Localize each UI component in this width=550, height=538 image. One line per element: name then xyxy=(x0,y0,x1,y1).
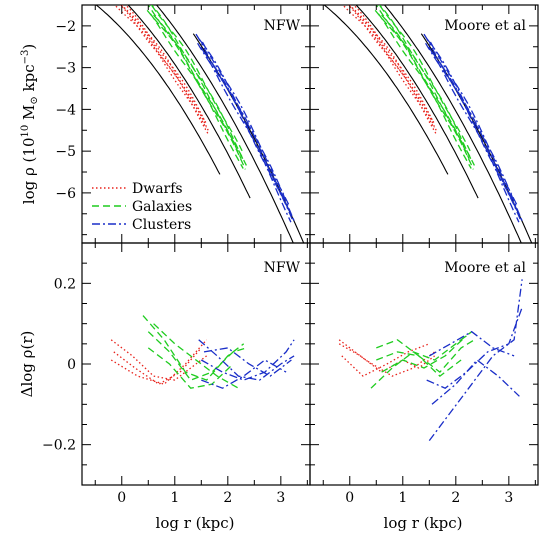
residual-line-clusters xyxy=(428,330,515,357)
profile-line-galaxies xyxy=(153,14,242,160)
profile-line-clusters xyxy=(197,42,294,222)
legend-label-dwarfs: Dwarfs xyxy=(132,181,183,197)
residual-line-galaxies xyxy=(147,347,234,389)
residual-line-galaxies xyxy=(376,339,462,377)
profile-line-clusters xyxy=(431,51,518,211)
profile-line-clusters xyxy=(200,46,292,223)
x-tick-label: 0 xyxy=(345,490,354,506)
y-tick-label: −4 xyxy=(55,102,76,118)
residual-line-clusters xyxy=(200,339,295,381)
panel-frames xyxy=(81,4,539,486)
profile-line-dwarfs xyxy=(349,5,436,125)
profile-line-galaxies xyxy=(374,9,474,170)
panel-label-bottom-left: NFW xyxy=(264,260,301,276)
profile-line-clusters xyxy=(195,33,295,221)
y-tick-label: −0.2 xyxy=(42,438,76,454)
panel-frame xyxy=(309,4,539,244)
profile-line-dwarfs xyxy=(347,5,438,133)
profile-line-galaxies xyxy=(381,14,470,160)
x-axis-label-left: log r (kpc) xyxy=(156,514,235,532)
residual-line-dwarfs xyxy=(338,343,435,373)
residual-line-galaxies xyxy=(142,315,245,381)
legend-label-galaxies: Galaxies xyxy=(132,199,192,215)
residual-line-clusters xyxy=(431,359,520,405)
panel-label-top-left: NFW xyxy=(264,18,301,34)
profile-line-dwarfs xyxy=(119,5,210,133)
model-curve xyxy=(192,33,305,243)
model-curve xyxy=(355,5,479,199)
residual-line-galaxies xyxy=(376,339,475,373)
profile-line-galaxies xyxy=(378,5,473,163)
x-axis-label-right: log r (kpc) xyxy=(384,514,463,532)
y-tick-label: 0.2 xyxy=(54,276,76,292)
model-curve xyxy=(383,5,522,243)
profile-line-dwarfs xyxy=(121,5,208,125)
y-tick-label: −3 xyxy=(55,61,76,77)
profile-line-clusters xyxy=(423,33,523,221)
x-tick-label: 1 xyxy=(170,490,179,506)
data-series xyxy=(110,5,523,441)
profile-line-galaxies xyxy=(150,5,245,163)
y-tick-label: −6 xyxy=(55,186,76,202)
x-tick-label: 0 xyxy=(117,490,126,506)
residual-line-galaxies xyxy=(147,331,247,381)
y-tick-label: 0 xyxy=(67,357,76,373)
residual-line-clusters xyxy=(203,347,292,377)
profile-line-galaxies xyxy=(375,5,475,166)
axis-tick-labels: −2 −3 −4 −5 −6 0 1 2 3 0.2 0 −0.2 0 1 2 3 xyxy=(42,19,513,506)
residual-line-dwarfs xyxy=(341,343,430,377)
legend-label-clusters: Clusters xyxy=(132,217,191,233)
residual-line-dwarfs xyxy=(338,339,435,377)
x-tick-label: 1 xyxy=(398,490,407,506)
y-axis-label-bottom: Δlog ρ(r) xyxy=(18,331,36,398)
axis-ticks xyxy=(82,4,538,485)
x-tick-label: 3 xyxy=(504,490,513,506)
panel-label-bottom-right: Moore et al xyxy=(444,260,526,276)
panel-label-top-right: Moore et al xyxy=(444,18,526,34)
x-tick-label: 3 xyxy=(276,490,285,506)
profile-line-dwarfs xyxy=(352,5,434,122)
legend: Dwarfs Galaxies Clusters xyxy=(92,181,192,233)
profile-line-galaxies xyxy=(151,5,243,152)
profile-line-dwarfs xyxy=(124,5,206,122)
residual-line-clusters xyxy=(428,279,523,441)
profile-line-galaxies xyxy=(149,13,244,169)
y-tick-label: −5 xyxy=(55,144,76,160)
profile-line-galaxies xyxy=(146,9,246,170)
model-curve xyxy=(155,5,294,243)
residual-line-galaxies xyxy=(370,331,473,389)
model-curve xyxy=(420,33,533,243)
x-tick-label: 2 xyxy=(451,490,460,506)
x-tick-label: 2 xyxy=(223,490,232,506)
profile-line-clusters xyxy=(201,41,291,208)
profile-line-galaxies xyxy=(377,13,472,169)
model-curve xyxy=(127,5,251,199)
model-curve xyxy=(95,5,221,175)
y-tick-label: −2 xyxy=(55,19,76,35)
residual-line-galaxies xyxy=(153,323,239,389)
y-axis-label-top: log ρ (1010 M⊙ kpc−3) xyxy=(20,44,40,204)
residual-line-clusters xyxy=(201,359,287,389)
residual-line-galaxies xyxy=(381,335,467,373)
profile-line-clusters xyxy=(429,41,519,208)
residual-line-dwarfs xyxy=(110,339,207,381)
profile-line-clusters xyxy=(203,51,290,211)
panel-frame xyxy=(309,242,539,486)
profile-line-clusters xyxy=(425,42,522,222)
model-curve xyxy=(323,5,449,175)
residual-line-clusters xyxy=(426,307,523,389)
residual-line-dwarfs xyxy=(110,339,208,385)
profile-line-galaxies xyxy=(147,5,247,166)
profile-line-clusters xyxy=(428,46,520,223)
profile-line-galaxies xyxy=(379,5,471,152)
panel-frame xyxy=(81,4,311,244)
